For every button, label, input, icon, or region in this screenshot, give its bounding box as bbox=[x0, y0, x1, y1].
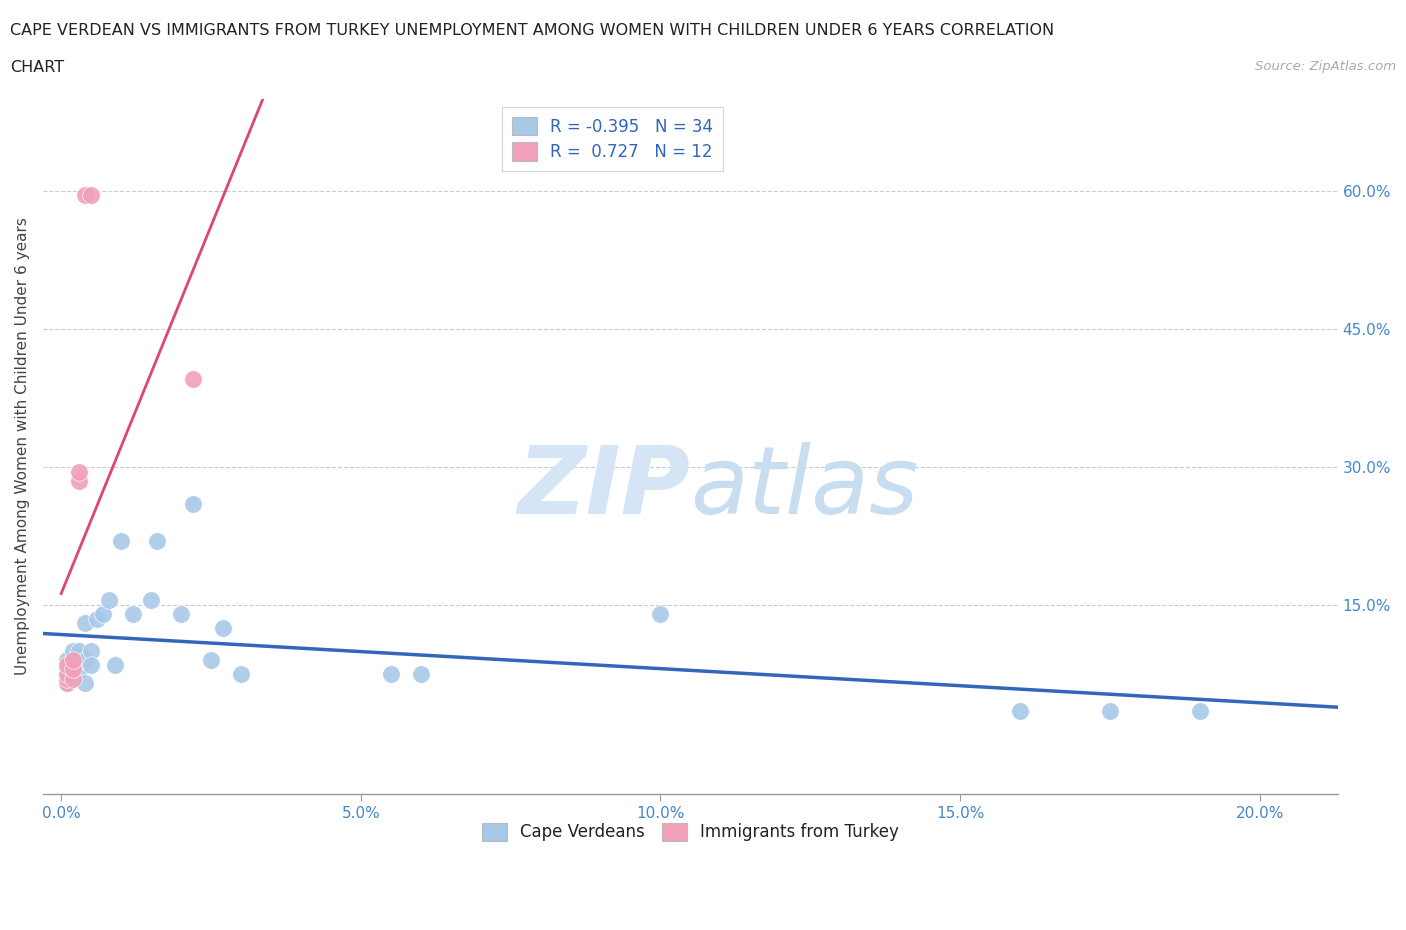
Point bbox=[650, 606, 672, 621]
Point bbox=[67, 653, 90, 668]
Point bbox=[139, 593, 162, 608]
Point bbox=[62, 662, 84, 677]
Text: atlas: atlas bbox=[690, 443, 918, 534]
Legend: Cape Verdeans, Immigrants from Turkey: Cape Verdeans, Immigrants from Turkey bbox=[475, 816, 905, 848]
Point bbox=[56, 676, 79, 691]
Point bbox=[56, 667, 79, 682]
Point bbox=[67, 464, 90, 479]
Point bbox=[212, 620, 235, 635]
Point bbox=[98, 593, 121, 608]
Point bbox=[56, 667, 79, 682]
Point bbox=[181, 497, 204, 512]
Point bbox=[1008, 703, 1031, 718]
Point bbox=[62, 653, 84, 668]
Point bbox=[170, 606, 193, 621]
Point bbox=[56, 676, 79, 691]
Point bbox=[75, 676, 97, 691]
Point bbox=[229, 667, 252, 682]
Point bbox=[104, 658, 127, 672]
Point bbox=[409, 667, 432, 682]
Point bbox=[67, 662, 90, 677]
Point bbox=[146, 533, 169, 548]
Point bbox=[62, 658, 84, 672]
Point bbox=[110, 533, 132, 548]
Point bbox=[91, 606, 114, 621]
Point bbox=[56, 671, 79, 686]
Point bbox=[62, 667, 84, 682]
Point bbox=[1098, 703, 1121, 718]
Point bbox=[80, 188, 103, 203]
Point bbox=[62, 671, 84, 686]
Point bbox=[181, 372, 204, 387]
Point bbox=[75, 616, 97, 631]
Point bbox=[86, 611, 108, 626]
Point bbox=[56, 653, 79, 668]
Point bbox=[75, 653, 97, 668]
Text: ZIP: ZIP bbox=[517, 442, 690, 534]
Point bbox=[80, 644, 103, 658]
Point bbox=[380, 667, 402, 682]
Point bbox=[122, 606, 145, 621]
Point bbox=[200, 653, 222, 668]
Y-axis label: Unemployment Among Women with Children Under 6 years: Unemployment Among Women with Children U… bbox=[15, 218, 30, 675]
Point bbox=[1188, 703, 1211, 718]
Point bbox=[75, 188, 97, 203]
Point bbox=[80, 658, 103, 672]
Point bbox=[56, 658, 79, 672]
Text: CHART: CHART bbox=[10, 60, 63, 75]
Point bbox=[67, 473, 90, 488]
Point bbox=[56, 662, 79, 677]
Point bbox=[62, 644, 84, 658]
Point bbox=[67, 644, 90, 658]
Text: Source: ZipAtlas.com: Source: ZipAtlas.com bbox=[1256, 60, 1396, 73]
Text: CAPE VERDEAN VS IMMIGRANTS FROM TURKEY UNEMPLOYMENT AMONG WOMEN WITH CHILDREN UN: CAPE VERDEAN VS IMMIGRANTS FROM TURKEY U… bbox=[10, 23, 1054, 38]
